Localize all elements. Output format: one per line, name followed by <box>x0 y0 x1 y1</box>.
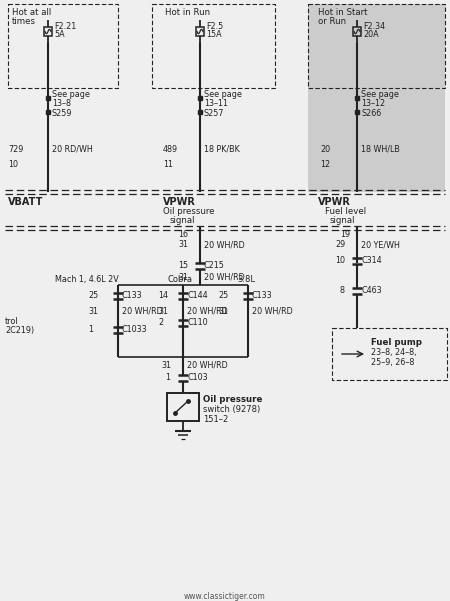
Text: Hot at all: Hot at all <box>12 8 51 17</box>
Bar <box>196 27 204 36</box>
Text: 1: 1 <box>165 373 170 382</box>
Text: 29: 29 <box>335 240 345 249</box>
Text: switch (9278): switch (9278) <box>203 405 260 414</box>
Text: C314: C314 <box>361 256 382 265</box>
Text: 20 WH/RD: 20 WH/RD <box>204 240 245 249</box>
Text: S257: S257 <box>204 109 225 118</box>
Bar <box>44 27 52 36</box>
Text: 10: 10 <box>335 256 345 265</box>
Text: 20A: 20A <box>363 30 378 39</box>
Text: 31: 31 <box>178 273 188 282</box>
Text: 10: 10 <box>8 160 18 169</box>
Text: 20 WH/RD: 20 WH/RD <box>187 307 228 316</box>
Bar <box>308 4 445 192</box>
Text: 23–8, 24–8,: 23–8, 24–8, <box>371 348 417 357</box>
Text: 729: 729 <box>8 145 23 154</box>
Text: 13–12: 13–12 <box>361 99 385 108</box>
Text: F2.5: F2.5 <box>206 22 223 31</box>
Text: See page: See page <box>52 90 90 99</box>
Text: Hot in Start: Hot in Start <box>318 8 368 17</box>
Text: Oil pressure: Oil pressure <box>203 395 262 404</box>
Text: trol: trol <box>5 317 18 326</box>
Text: 31: 31 <box>88 307 98 316</box>
Text: C144: C144 <box>187 291 207 300</box>
Text: S266: S266 <box>361 109 381 118</box>
Text: 25: 25 <box>218 291 228 300</box>
Text: signal: signal <box>330 216 356 225</box>
Text: 31: 31 <box>178 240 188 249</box>
Text: times: times <box>12 17 36 26</box>
Text: VBATT: VBATT <box>8 197 43 207</box>
Text: 13–11: 13–11 <box>204 99 228 108</box>
Text: Mach 1, 4.6L 2V: Mach 1, 4.6L 2V <box>55 275 119 284</box>
Text: or Run: or Run <box>318 17 346 26</box>
Text: Fuel pump: Fuel pump <box>371 338 422 347</box>
Text: 25–9, 26–8: 25–9, 26–8 <box>371 358 414 367</box>
Text: 20 WH/RD: 20 WH/RD <box>252 307 293 316</box>
Text: signal: signal <box>170 216 195 225</box>
Text: 15A: 15A <box>206 30 221 39</box>
Text: Oil pressure: Oil pressure <box>163 207 215 216</box>
Text: 20 RD/WH: 20 RD/WH <box>52 145 93 154</box>
Text: Cobra: Cobra <box>168 275 193 284</box>
Text: 19: 19 <box>340 230 350 239</box>
Text: 20 YE/WH: 20 YE/WH <box>361 240 400 249</box>
Text: F2.34: F2.34 <box>363 22 385 31</box>
Text: 31: 31 <box>158 307 168 316</box>
Text: 31: 31 <box>161 361 171 370</box>
Text: 31: 31 <box>218 307 228 316</box>
Text: Hot in Run: Hot in Run <box>165 8 210 17</box>
Text: www.classictiger.com: www.classictiger.com <box>184 592 266 601</box>
Text: C215: C215 <box>204 261 225 270</box>
Text: See page: See page <box>204 90 242 99</box>
Text: VPWR: VPWR <box>318 197 351 207</box>
Text: C133: C133 <box>122 291 143 300</box>
Text: C110: C110 <box>187 318 207 327</box>
Text: 8: 8 <box>340 286 345 295</box>
Bar <box>167 393 199 421</box>
Text: 20 WH/RD: 20 WH/RD <box>204 273 245 282</box>
Text: 3.8L: 3.8L <box>237 275 255 284</box>
Text: 20 WH/RD: 20 WH/RD <box>122 307 163 316</box>
Text: 1: 1 <box>88 325 93 334</box>
Text: 12: 12 <box>320 160 330 169</box>
Text: C133: C133 <box>252 291 273 300</box>
Text: 11: 11 <box>163 160 173 169</box>
Text: Fuel level: Fuel level <box>325 207 366 216</box>
Text: 25: 25 <box>88 291 98 300</box>
Text: C1033: C1033 <box>122 325 148 334</box>
Bar <box>353 27 361 36</box>
Text: 14: 14 <box>158 291 168 300</box>
Text: 13–8: 13–8 <box>52 99 71 108</box>
Text: 5A: 5A <box>54 30 65 39</box>
Text: 2: 2 <box>158 318 163 327</box>
Text: F2.21: F2.21 <box>54 22 76 31</box>
Text: C463: C463 <box>361 286 382 295</box>
Text: See page: See page <box>361 90 399 99</box>
Text: C103: C103 <box>187 373 207 382</box>
Text: 2C219): 2C219) <box>5 326 34 335</box>
Text: VPWR: VPWR <box>163 197 196 207</box>
Text: 20 WH/RD: 20 WH/RD <box>187 361 228 370</box>
Text: 20: 20 <box>320 145 330 154</box>
Text: 151–2: 151–2 <box>203 415 228 424</box>
Text: 16: 16 <box>178 230 188 239</box>
Text: 15: 15 <box>178 261 188 270</box>
Text: 18 PK/BK: 18 PK/BK <box>204 145 240 154</box>
Text: 18 WH/LB: 18 WH/LB <box>361 145 400 154</box>
Text: S259: S259 <box>52 109 72 118</box>
Text: 489: 489 <box>163 145 178 154</box>
